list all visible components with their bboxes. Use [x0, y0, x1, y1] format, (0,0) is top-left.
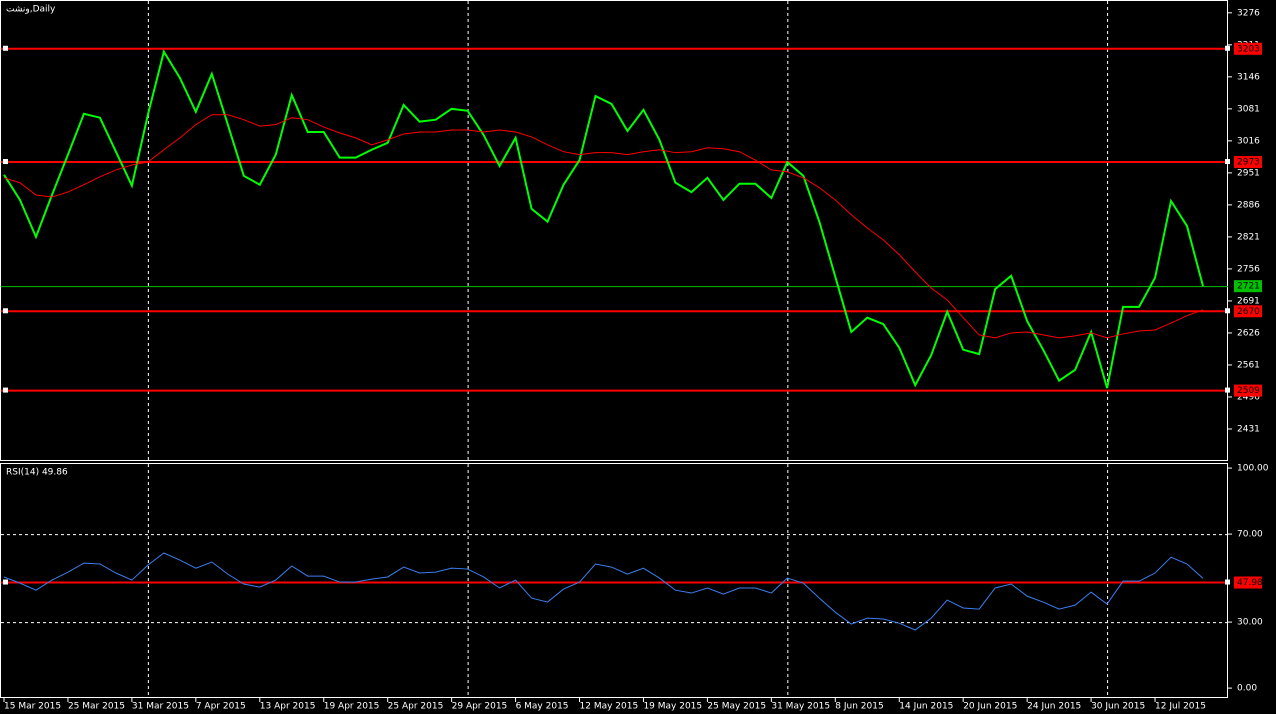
x-tick-label: 20 Jun 2015	[963, 702, 1017, 712]
y-tick-label: 2626	[1237, 328, 1260, 338]
price-label-box	[1234, 280, 1262, 293]
y-tick-label: 100.00	[1237, 464, 1269, 474]
line-handle	[3, 579, 8, 585]
y-tick-label: 3276	[1237, 8, 1260, 18]
line-handle	[1225, 159, 1230, 165]
line-handle	[1225, 579, 1230, 585]
line-handle	[1225, 387, 1230, 393]
series-line	[3, 552, 1204, 631]
line-handle	[1225, 45, 1230, 51]
price-label-box	[1234, 305, 1262, 318]
x-tick-label: 25 Apr 2015	[388, 702, 444, 712]
x-tick-label: 31 May 2015	[771, 702, 830, 712]
y-tick-label: 0.00	[1237, 684, 1257, 694]
price-label-box	[1234, 384, 1262, 397]
line-handle	[1225, 308, 1230, 314]
price-label: 3203	[1237, 44, 1260, 54]
price-label: 2509	[1237, 386, 1260, 396]
y-tick-label: 2691	[1237, 296, 1260, 306]
y-tick-label: 3016	[1237, 136, 1260, 146]
y-tick-label: 30.00	[1237, 618, 1263, 628]
price-label: 2973	[1237, 158, 1260, 168]
y-tick-label: 70.00	[1237, 530, 1263, 540]
price-label: 47.98	[1237, 578, 1263, 588]
series-line	[3, 49, 1204, 389]
x-tick-label: 24 Jun 2015	[1027, 702, 1081, 712]
line-handle	[3, 387, 8, 393]
x-tick-label: 7 Apr 2015	[196, 702, 246, 712]
x-tick-label: 29 Apr 2015	[452, 702, 508, 712]
y-tick-label: 2756	[1237, 264, 1260, 274]
rsi-title: RSI(14) 49.86	[6, 468, 68, 478]
price-label-box	[1234, 156, 1262, 169]
chart-title: ونشت,Daily	[6, 5, 56, 15]
y-tick-label: 2561	[1237, 360, 1260, 370]
x-tick-label: 30 Jun 2015	[1091, 702, 1145, 712]
price-label-box	[1234, 42, 1262, 55]
series-line	[3, 114, 1204, 339]
y-tick-label: 3146	[1237, 72, 1260, 82]
line-handle	[3, 308, 8, 314]
y-tick-label: 2951	[1237, 168, 1260, 178]
x-tick-label: 19 May 2015	[643, 702, 702, 712]
y-tick-label: 2496	[1237, 392, 1260, 402]
x-tick-label: 25 May 2015	[707, 702, 766, 712]
y-tick-label: 2431	[1237, 424, 1260, 434]
x-tick-label: 13 Apr 2015	[260, 702, 316, 712]
x-tick-label: 12 May 2015	[580, 702, 639, 712]
price-label: 2721	[1237, 282, 1260, 292]
x-tick-label: 6 May 2015	[516, 702, 569, 712]
x-tick-label: 8 Jun 2015	[835, 702, 883, 712]
x-tick-label: 19 Apr 2015	[324, 702, 380, 712]
y-tick-label: 2886	[1237, 200, 1260, 210]
price-panel-border	[0, 0, 1228, 461]
x-tick-label: 31 Mar 2015	[132, 702, 189, 712]
price-label-box	[1234, 576, 1262, 589]
x-tick-label: 12 Jul 2015	[1155, 702, 1206, 712]
rsi-panel-border	[0, 463, 1228, 698]
line-handle	[3, 159, 8, 165]
x-tick-label: 25 Mar 2015	[68, 702, 125, 712]
y-tick-label: 3081	[1237, 104, 1260, 114]
price-label: 2670	[1237, 307, 1260, 317]
x-tick-label: 14 Jun 2015	[899, 702, 953, 712]
x-tick-label: 15 Mar 2015	[4, 702, 61, 712]
y-tick-label: 2821	[1237, 232, 1260, 242]
line-handle	[3, 45, 8, 51]
